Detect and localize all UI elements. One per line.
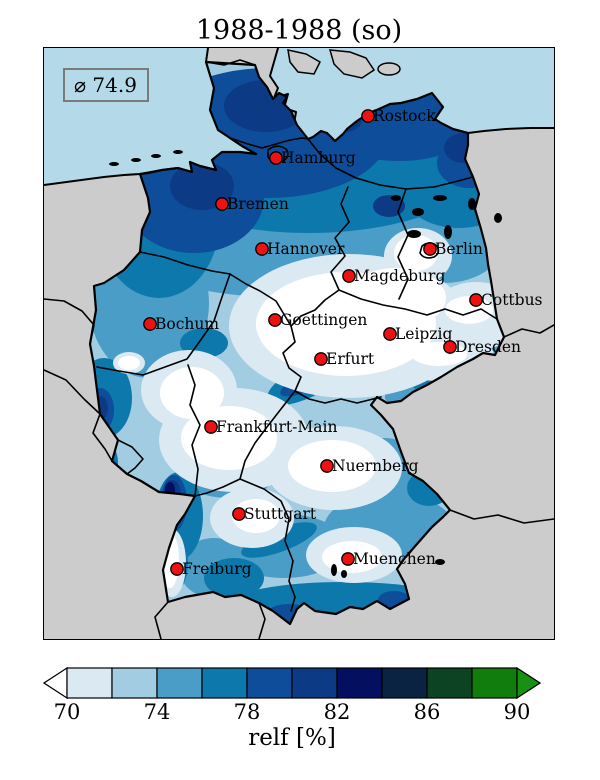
city-marker-hamburg: Hamburg (269, 149, 356, 167)
city-marker-cottbus: Cottbus (469, 291, 543, 309)
state-borders (96, 137, 498, 612)
city-label: Nuernberg (332, 457, 419, 475)
colorbar-ticks: 70 74 78 82 86 90 (0, 700, 600, 726)
colorbar-segment (291, 667, 338, 699)
city-dot (268, 313, 282, 327)
colorbar-tick-82: 82 (323, 700, 351, 724)
city-marker-magdeburg: Magdeburg (342, 267, 445, 285)
city-label: Dresden (455, 338, 521, 356)
city-label: Goettingen (280, 311, 367, 329)
city-dot (469, 293, 483, 307)
colorbar-tick-86: 86 (413, 700, 441, 724)
city-dot (443, 340, 457, 354)
colorbar-segment (66, 667, 113, 699)
city-dot (423, 242, 437, 256)
colorbar-segment (201, 667, 248, 699)
city-dot (314, 352, 328, 366)
map-canvas: Rostock Hamburg Bremen Hannover Berlin Magdeb… (44, 48, 554, 639)
colorbar-segment (156, 667, 203, 699)
colorbar-tick-90: 90 (503, 700, 531, 724)
colorbar-segment (471, 667, 518, 699)
lakes-and-islets (109, 150, 502, 578)
colorbar-segment (246, 667, 293, 699)
city-label: Cottbus (481, 291, 543, 309)
city-marker-bochum: Bochum (143, 315, 219, 333)
city-label: Bremen (227, 195, 289, 213)
city-marker-dresden: Dresden (443, 338, 521, 356)
city-dot (170, 562, 184, 576)
colorbar-over-arrow (516, 666, 542, 700)
mean-value-badge: ⌀ 74.9 (63, 68, 149, 102)
city-dot (383, 327, 397, 341)
city-label: Leipzig (395, 325, 452, 343)
colorbar-segment (426, 667, 473, 699)
city-label: Rostock (373, 107, 436, 125)
city-marker-stuttgart: Stuttgart (232, 505, 317, 523)
city-marker-goettingen: Goettingen (268, 311, 367, 329)
foreign-borders (44, 59, 554, 639)
city-label: Hamburg (281, 149, 356, 167)
city-dot (255, 242, 269, 256)
germany-contour-map: Rostock Hamburg Bremen Hannover Berlin Magdeb… (43, 47, 555, 640)
colorbar-tick-78: 78 (233, 700, 261, 724)
city-dot (341, 552, 355, 566)
city-dot (143, 317, 157, 331)
city-marker-erfurt: Erfurt (314, 350, 375, 368)
city-label: Hannover (267, 240, 345, 258)
city-label: Stuttgart (244, 505, 317, 523)
city-marker-nuernberg: Nuernberg (320, 457, 419, 475)
city-dot (361, 109, 375, 123)
city-label: Magdeburg (354, 267, 445, 285)
city-marker-leipzig: Leipzig (383, 325, 452, 343)
colorbar-segment (111, 667, 158, 699)
city-marker-rostock: Rostock (361, 107, 436, 125)
city-dot (232, 507, 246, 521)
city-label: Freiburg (182, 560, 252, 578)
colorbar-under-arrow (42, 666, 68, 700)
colorbar-tick-70: 70 (53, 700, 81, 724)
colorbar-tick-74: 74 (143, 700, 171, 724)
city-marker-hannover: Hannover (255, 240, 345, 258)
city-dot (269, 151, 283, 165)
city-label: Berlin (435, 240, 483, 258)
colorbar-segment (381, 667, 428, 699)
city-marker-freiburg: Freiburg (170, 560, 252, 578)
colorbar-segment (336, 667, 383, 699)
city-label: Bochum (155, 315, 219, 333)
city-dot (320, 459, 334, 473)
city-dot (215, 197, 229, 211)
colorbar (42, 666, 542, 700)
city-dot (204, 420, 218, 434)
city-marker-berlin: Berlin (423, 240, 483, 258)
colorbar-axis-label: relf [%] (248, 725, 336, 751)
city-label: Erfurt (326, 350, 375, 368)
city-dot (342, 269, 356, 283)
city-marker-muenchen: Muenchen (341, 550, 436, 568)
page-title: 1988-1988 (so) (195, 15, 403, 46)
city-label: Muenchen (353, 550, 436, 568)
denmark-islands (287, 49, 401, 79)
city-label: Frankfurt-Main (216, 418, 337, 436)
city-markers: Rostock Hamburg Bremen Hannover Berlin Magdeb… (143, 107, 543, 578)
city-marker-bremen: Bremen (215, 195, 289, 213)
city-marker-frankfurt-main: Frankfurt-Main (204, 418, 337, 436)
